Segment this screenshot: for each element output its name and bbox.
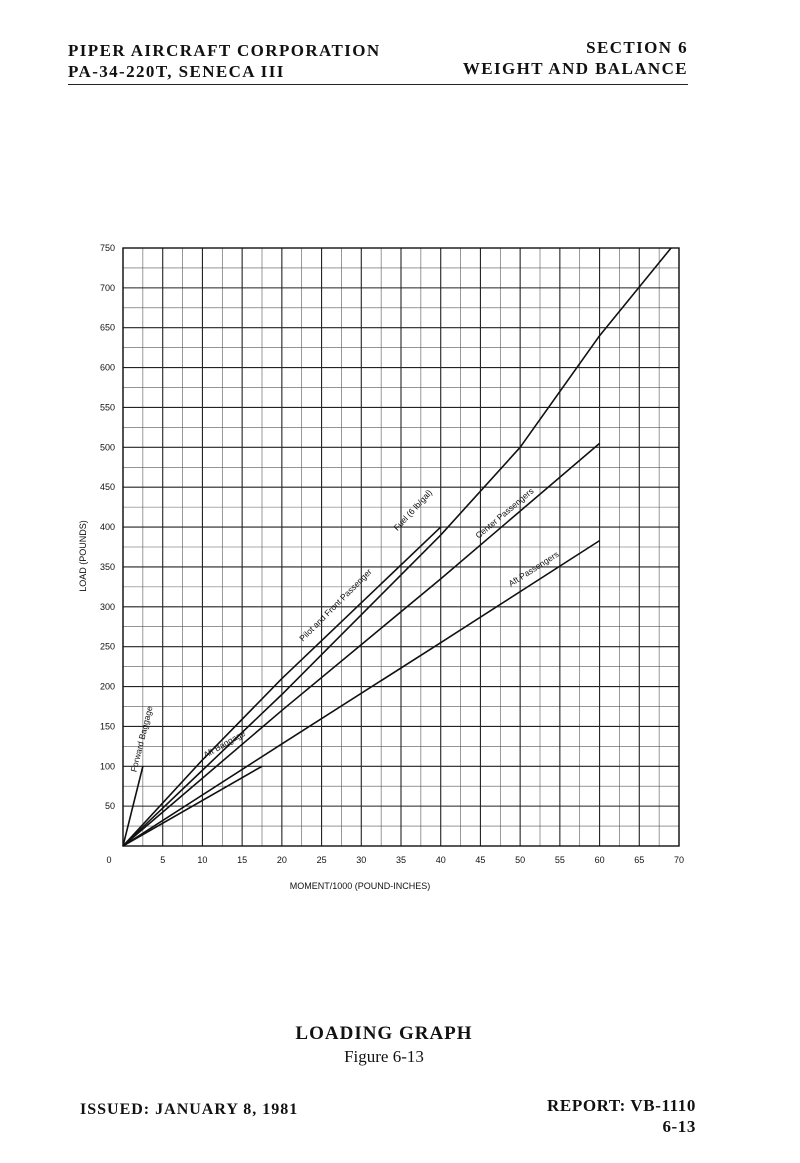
x-tick-label: 45 [475,855,485,865]
section-title: WEIGHT AND BALANCE [462,59,688,78]
report-number: REPORT: VB-1110 [547,1096,696,1115]
x-tick-label: 20 [277,855,287,865]
y-tick-label: 650 [100,323,115,333]
y-tick-label: 750 [100,243,115,253]
y-tick-label: 350 [100,562,115,572]
section-number: SECTION 6 [586,38,688,57]
x-axis-label: MOMENT/1000 (POUND-INCHES) [290,881,431,891]
series-label-3: Center Passengers [473,486,535,541]
x-tick-label: 5 [160,855,165,865]
x-tick-label: 30 [356,855,366,865]
x-tick-label: 50 [515,855,525,865]
y-tick-label: 600 [100,363,115,373]
series-line-3 [122,442,601,847]
y-tick-label: 50 [105,801,115,811]
document-header-right: SECTION 6 WEIGHT AND BALANCE [463,37,688,79]
document-header-left: PIPER AIRCRAFT CORPORATION PA-34-220T, S… [68,40,381,82]
plot-frame [122,247,680,847]
report-block: REPORT: VB-1110 6-13 [547,1095,696,1137]
series-label-5: Aft Baggage [201,728,247,760]
tick-labels: 0 5 10 15 20 25 30 35 40 45 50 55 60 65 70 50 100 150 200 2… [100,243,684,865]
x-tick-label: 15 [237,855,247,865]
series-label-1: Pilot and Front Passenger [297,566,374,643]
header-rule [68,84,688,85]
x-tick-label: 35 [396,855,406,865]
y-tick-label: 550 [100,402,115,412]
issue-date: ISSUED: JANUARY 8, 1981 [80,1101,299,1118]
x-tick-label: 0 [106,855,111,865]
major-grid [122,247,680,847]
figure-number: Figure 6-13 [344,1047,424,1066]
y-tick-label: 400 [100,522,115,532]
series-line-4 [122,539,601,847]
x-tick-label: 55 [555,855,565,865]
figure-title: LOADING GRAPH [295,1023,473,1044]
y-tick-label: 100 [100,761,115,771]
company-name: PIPER AIRCRAFT CORPORATION [68,41,381,60]
series-label-0: Forward Baggage [129,705,155,773]
y-tick-label: 450 [100,482,115,492]
y-tick-label: 500 [100,442,115,452]
x-tick-label: 25 [317,855,327,865]
series-line-5 [122,765,263,847]
series-label-2: Fuel (6 lb/gal) [392,487,435,532]
x-tick-label: 70 [674,855,684,865]
x-tick-label: 10 [197,855,207,865]
page-number: 6-13 [662,1117,696,1136]
y-axis-label: LOAD (POUNDS) [78,520,88,592]
series-line-2 [122,247,672,847]
aircraft-model: PA-34-220T, SENECA III [68,62,285,81]
series-line-0 [122,766,144,847]
y-tick-label: 150 [100,721,115,731]
y-tick-label: 700 [100,283,115,293]
y-tick-label: 250 [100,642,115,652]
x-tick-label: 60 [595,855,605,865]
y-tick-label: 300 [100,602,115,612]
x-tick-label: 40 [436,855,446,865]
y-tick-label: 200 [100,682,115,692]
x-tick-label: 65 [634,855,644,865]
series-line-1 [122,526,442,847]
